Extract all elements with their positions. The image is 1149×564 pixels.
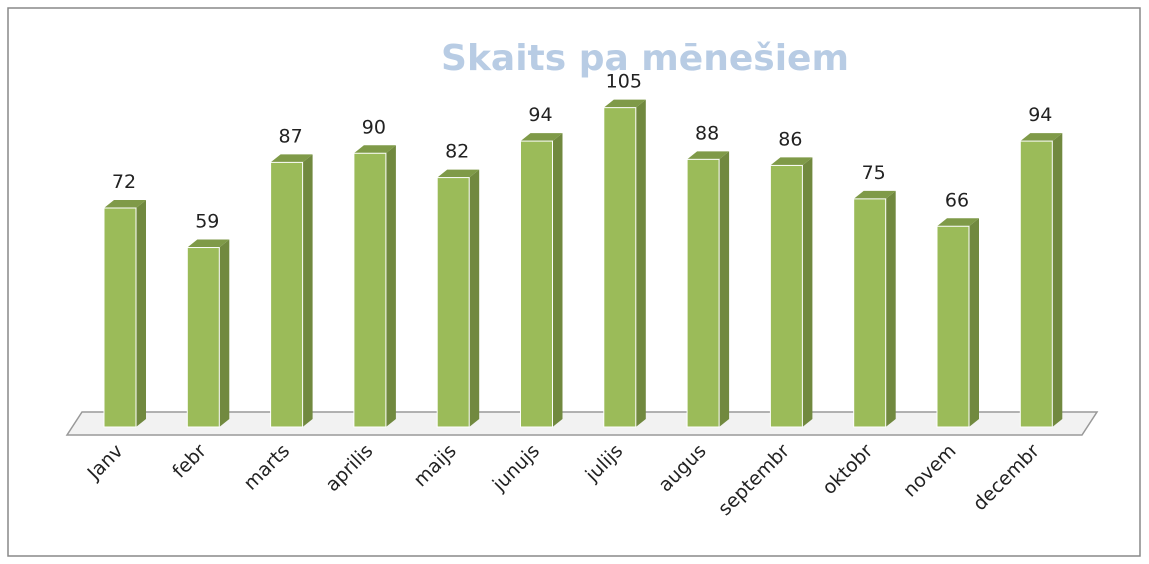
bar-side <box>302 154 313 427</box>
bar-top <box>353 145 396 154</box>
bar-top <box>937 218 979 227</box>
bar-side <box>719 151 730 428</box>
bar-side <box>136 200 146 427</box>
bar <box>436 177 470 428</box>
bar-side <box>802 157 813 427</box>
value-label: 105 <box>606 71 642 93</box>
chart-title: Skaits pa mēnešiem <box>441 38 849 79</box>
value-label: 59 <box>195 211 219 233</box>
value-label: 82 <box>445 141 469 163</box>
value-label: 72 <box>112 171 136 193</box>
bar <box>1019 140 1053 428</box>
value-label: 90 <box>362 116 386 138</box>
bar-side <box>552 133 563 428</box>
value-label: 94 <box>528 104 552 126</box>
bar-side <box>1052 133 1063 428</box>
value-label: 87 <box>279 125 303 147</box>
bar-top <box>520 133 563 142</box>
bar <box>353 152 387 428</box>
floor <box>65 411 1099 436</box>
bar-top <box>187 239 230 248</box>
bar <box>853 198 887 428</box>
bar-top <box>270 154 313 163</box>
bar-side <box>219 239 230 427</box>
value-label: 94 <box>1028 104 1052 126</box>
bar-top <box>853 190 896 199</box>
bar-top <box>603 99 646 108</box>
bar <box>270 161 304 428</box>
bar <box>769 164 803 428</box>
value-label: 86 <box>778 128 802 150</box>
bar <box>186 247 220 428</box>
value-label: 66 <box>945 189 969 211</box>
bar-top <box>437 169 480 178</box>
bar-top <box>1020 133 1063 142</box>
bar <box>686 158 720 428</box>
bar-side <box>385 145 396 427</box>
bar <box>103 207 137 428</box>
bar-top <box>770 157 813 166</box>
value-label: 75 <box>862 162 886 184</box>
value-label: 88 <box>695 122 719 144</box>
bar <box>936 225 970 428</box>
bar-top <box>687 151 730 160</box>
bar-top <box>104 200 146 208</box>
bar <box>520 140 553 428</box>
bar <box>603 107 637 428</box>
bar-side <box>969 218 979 427</box>
bar-side <box>469 169 480 428</box>
bar-side <box>635 99 646 427</box>
bar-side <box>885 190 896 427</box>
